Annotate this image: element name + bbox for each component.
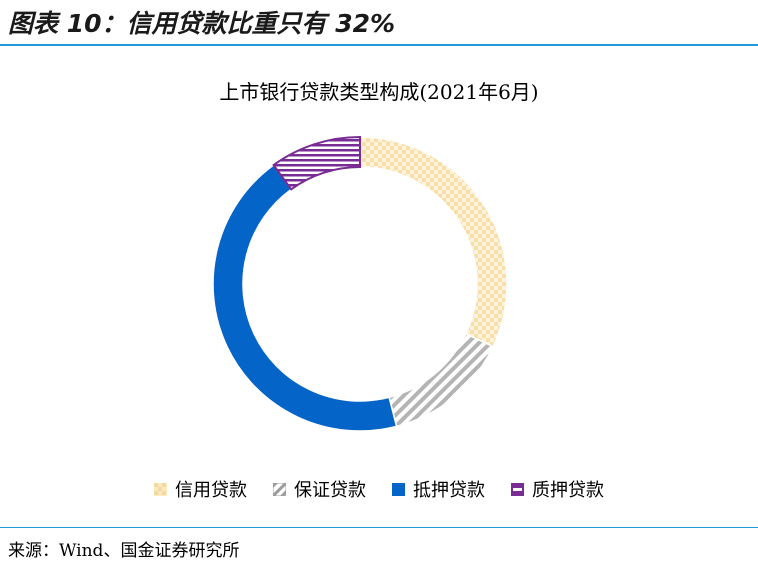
legend-label-credit: 信用贷款 xyxy=(175,480,247,501)
legend-swatch-guarantee xyxy=(273,482,286,496)
legend-swatch-mortgage xyxy=(392,482,405,496)
legend-label-pledge: 质押贷款 xyxy=(532,480,604,501)
source-note: 来源：Wind、国金证券研究所 xyxy=(8,541,240,561)
legend-swatch-credit xyxy=(154,482,167,496)
legend-label-mortgage: 抵押贷款 xyxy=(413,480,485,501)
chart-title: 上市银行贷款类型构成(2021年6月) xyxy=(219,80,539,104)
legend-item-mortgage: 抵押贷款 xyxy=(392,476,485,502)
footer-divider xyxy=(0,527,758,528)
title-divider xyxy=(0,44,758,46)
slice-credit xyxy=(359,136,508,348)
slice-mortgage xyxy=(212,164,398,432)
legend-label-guarantee: 保证贷款 xyxy=(294,480,366,501)
legend: 信用贷款 保证贷款 抵押贷款 质押贷款 xyxy=(0,476,758,502)
donut-chart xyxy=(212,135,508,432)
figure-title: 图表 10：信用贷款比重只有 32% xyxy=(8,9,396,38)
legend-swatch-pledge xyxy=(511,482,524,496)
legend-item-pledge: 质押贷款 xyxy=(511,476,604,502)
slice-guarantee xyxy=(388,332,495,428)
slice-pledge xyxy=(272,135,361,191)
legend-item-guarantee: 保证贷款 xyxy=(273,476,366,502)
legend-item-credit: 信用贷款 xyxy=(154,476,247,502)
